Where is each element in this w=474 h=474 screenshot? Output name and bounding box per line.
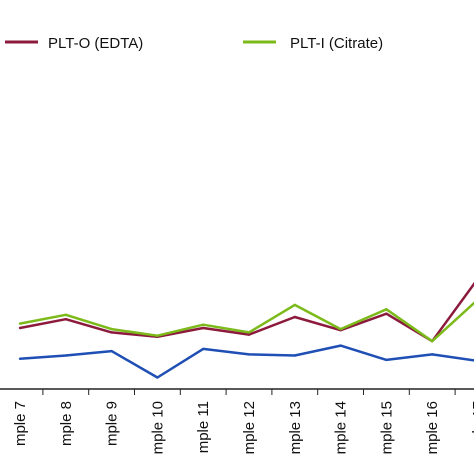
legend-label-plt-o: PLT-O (EDTA): [48, 35, 143, 52]
data-point-s0-2: [110, 331, 113, 334]
data-point-s2-5: [247, 353, 251, 356]
data-point-s1-7: [339, 327, 342, 331]
data-point-s2-8: [385, 358, 388, 362]
data-point-s1-5: [247, 331, 251, 334]
series-lines: [18, 281, 474, 379]
data-point-s1-1: [64, 313, 68, 316]
x-tick-label: mple 13: [287, 401, 304, 454]
data-point-s2-2: [110, 349, 113, 353]
data-point-s2-3: [156, 376, 159, 379]
x-axis: mple 7 mple 8 mple 9 mple 10 mple 11 mple 12 m…: [0, 388, 474, 454]
series-line-2: [19, 344, 474, 379]
data-point-s2-9: [431, 353, 434, 356]
data-point-s2-0: [18, 357, 22, 360]
x-tick-label: mple 7: [12, 401, 29, 446]
data-point-s0-6: [293, 315, 296, 319]
x-tick-label: mple 15: [378, 401, 395, 454]
data-point-s0-1: [64, 318, 68, 321]
x-tick-label: mple 8: [58, 401, 75, 446]
data-point-s0-0: [18, 326, 22, 330]
x-tick-label: mple 14: [333, 401, 350, 454]
data-point-s0-4: [202, 326, 205, 330]
data-point-s0-5: [247, 333, 251, 336]
x-tick-label: mple 16: [424, 401, 441, 454]
data-point-s2-4: [202, 347, 205, 351]
data-point-s1-6: [293, 303, 296, 307]
data-point-s1-9: [431, 340, 434, 343]
data-point-s1-4: [202, 323, 205, 326]
x-tick-label: mple 9: [104, 401, 121, 446]
data-point-s2-7: [339, 344, 342, 347]
x-tick-label: mple 11: [195, 401, 212, 453]
x-tick-label: mple 10: [149, 401, 166, 454]
data-point-s1-0: [18, 322, 22, 325]
legend: PLT-O (EDTA) PLT-I (Citrate): [5, 35, 383, 52]
data-point-s1-8: [385, 308, 388, 311]
x-tick-label: mple 17: [470, 401, 474, 454]
data-point-s2-1: [64, 354, 68, 357]
x-tick-label: mple 12: [241, 401, 258, 454]
legend-label-plt-i: PLT-I (Citrate): [290, 35, 383, 52]
data-point-s1-2: [110, 327, 113, 331]
data-point-s0-8: [385, 312, 388, 315]
data-point-s1-3: [156, 334, 159, 337]
data-point-s2-6: [293, 354, 296, 357]
